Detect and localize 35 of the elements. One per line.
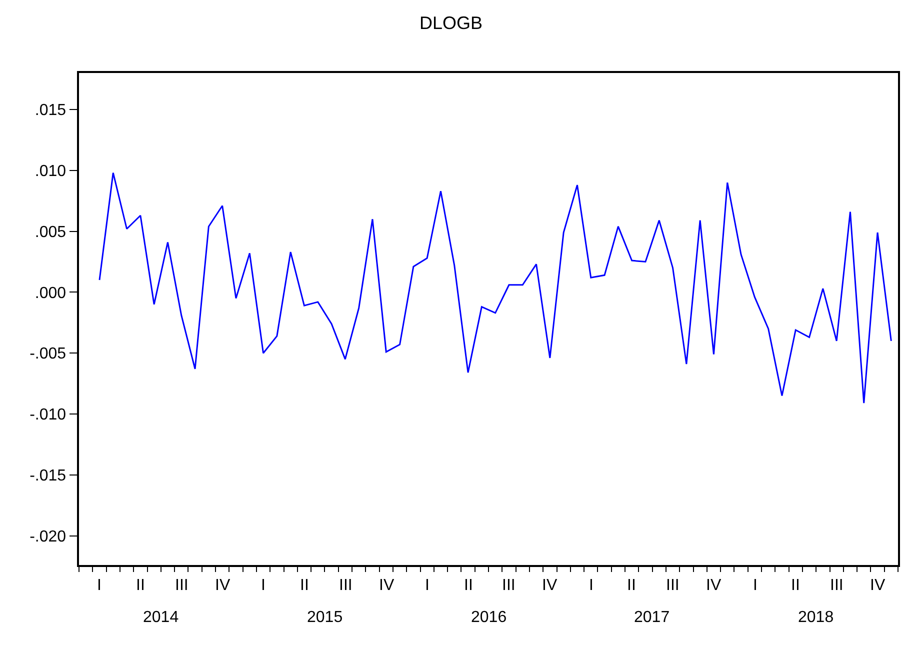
text: IV [706, 577, 722, 594]
text: I [261, 577, 266, 594]
text: I [589, 577, 594, 594]
text: 2017 [634, 609, 670, 626]
y-tick-label: -.010 [30, 406, 66, 424]
y-tick-label: .000 [34, 284, 66, 302]
text: II [136, 577, 145, 594]
y-tick-label: .005 [34, 224, 66, 241]
text: IV [542, 577, 558, 594]
text: 2014 [143, 609, 179, 626]
text: IV [379, 577, 394, 594]
text: 2015 [307, 609, 343, 626]
text: 2018 [798, 609, 834, 626]
text: III [666, 577, 680, 594]
text: IV [870, 577, 886, 594]
text: IV [215, 577, 230, 594]
text: 2016 [471, 609, 507, 626]
chart-title: DLOGB [419, 12, 483, 33]
text: III [502, 577, 516, 594]
line-series [98, 172, 892, 404]
y-tick-label: .010 [34, 163, 66, 180]
text: II [791, 577, 800, 594]
y-tick-label: -.020 [30, 528, 66, 546]
text: I [753, 577, 758, 594]
text: II [627, 577, 636, 594]
text: III [175, 577, 188, 594]
text: II [464, 577, 473, 594]
text: III [339, 577, 352, 594]
text: III [830, 577, 844, 594]
y-tick-label: .015 [34, 102, 66, 120]
y-tick-label: -.015 [30, 467, 66, 484]
text: II [300, 577, 309, 594]
text: I [97, 577, 102, 594]
y-tick-label: -.005 [30, 346, 66, 363]
text: I [425, 577, 430, 594]
